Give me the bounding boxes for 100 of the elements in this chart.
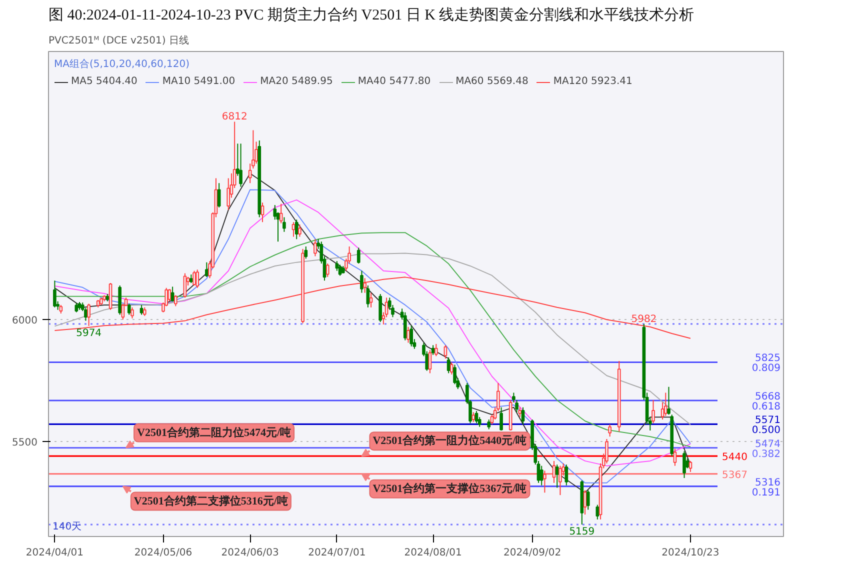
candlestick <box>378 294 382 323</box>
candlestick <box>450 362 454 375</box>
candlestick <box>294 219 298 240</box>
candlestick <box>664 392 668 416</box>
chart-subtitle: PVC2501ᴹ (DCE v2501) 日线 <box>48 34 189 46</box>
candlestick <box>183 272 187 298</box>
candlestick <box>260 202 264 223</box>
x-tick-label: 2024/06/03 <box>221 548 279 558</box>
legend-label: MA60 5569.48 <box>456 76 528 87</box>
ref-line-label: 5825 0.809 <box>752 353 781 374</box>
candlestick <box>410 325 414 347</box>
x-tick-label: 2024/10/23 <box>662 548 720 558</box>
candlestick <box>360 270 364 294</box>
candlestick <box>170 286 174 302</box>
x-tick-label: 2024/08/01 <box>404 548 462 558</box>
candlestick <box>403 312 407 341</box>
candlestick <box>217 182 221 208</box>
candlestick <box>87 303 90 326</box>
candlestick <box>552 460 556 484</box>
candlestick <box>472 412 476 422</box>
legend-label: MA10 5491.00 <box>162 76 236 87</box>
candlestick <box>226 178 230 210</box>
candlestick <box>428 350 432 374</box>
candlestick <box>406 326 410 344</box>
candlestick <box>608 424 612 438</box>
candlestick <box>583 490 587 516</box>
candlestick <box>682 450 686 479</box>
legend-title: MA组合(5,10,20,40,60,120) <box>54 58 191 71</box>
y-tick-label: 6000 <box>12 316 38 327</box>
candlestick <box>74 302 78 313</box>
candlestick <box>521 406 525 425</box>
annotation: V2501合约第一支撑位5367元/吨 <box>372 482 527 495</box>
candlestick <box>298 224 302 238</box>
candlestick <box>279 203 283 224</box>
candlestick <box>140 304 144 316</box>
legend-label: MA5 5404.40 <box>71 76 138 87</box>
candlestick <box>369 292 373 308</box>
line-series <box>54 232 691 448</box>
candlestick <box>192 270 196 286</box>
annotation: V2501合约第一阻力位5440元/吨 <box>372 434 527 448</box>
candlestick <box>196 269 200 288</box>
annotation: 5159 <box>569 526 595 538</box>
legend-label: MA20 5489.95 <box>260 76 333 87</box>
ref-line-label: 5668 0.618 <box>752 392 781 413</box>
candlestick <box>453 364 456 385</box>
candlestick <box>667 386 670 416</box>
ref-line-label: 5474 0.382 <box>752 438 781 460</box>
ref-line-label: 5440 <box>722 452 748 464</box>
candlestick <box>127 303 131 316</box>
chart-title: 图 40:2024-01-11-2024-10-23 PVC 期货主力合约 V2501 日 K 线走势图黄金分割线和水平线技术分析 <box>48 6 694 24</box>
candlestick <box>366 284 370 308</box>
candlestick <box>474 410 478 424</box>
candlestick <box>282 216 286 232</box>
ref-line-label: 5367 <box>722 470 748 481</box>
candlestick <box>512 392 516 403</box>
candlestick <box>596 504 600 520</box>
candlestick <box>515 400 518 413</box>
candlestick <box>543 470 546 494</box>
candlestick <box>174 294 178 307</box>
candlestick <box>500 406 503 431</box>
candlestick <box>652 400 655 424</box>
candlestick <box>673 448 677 466</box>
candlestick <box>540 465 544 486</box>
x-tick-label: 2024/05/06 <box>134 548 192 558</box>
x-tick-label: 2024/07/01 <box>308 548 366 558</box>
candlestick <box>564 464 568 486</box>
candlestick <box>558 465 562 496</box>
ref-line-label: 5571 0.500 <box>752 415 781 436</box>
candlestick <box>239 143 242 188</box>
candlestick <box>434 343 438 357</box>
candlestick <box>326 263 330 278</box>
annotation: 5982 <box>631 314 657 325</box>
candlestick <box>304 246 308 260</box>
y-tick-label: 5500 <box>12 437 38 448</box>
candlestick <box>248 163 252 184</box>
candlestick <box>130 306 134 319</box>
annotation: 6812 <box>222 112 248 123</box>
annotation: 5974 <box>76 328 102 339</box>
ref-line-label: 5316 0.191 <box>752 477 781 498</box>
x-tick-label: 2024/09/02 <box>503 548 562 558</box>
x-tick-label: 2024/04/01 <box>26 548 84 558</box>
candlestick <box>518 406 522 418</box>
candlestick <box>205 262 208 278</box>
annotation: 140天 <box>52 522 82 532</box>
annotation: V2501合约第二支撑位5316元/吨 <box>134 494 288 508</box>
candlestick <box>487 419 491 430</box>
candlestick <box>586 490 590 510</box>
line-series <box>54 252 691 426</box>
candlestick <box>338 264 342 276</box>
candlestick <box>688 460 692 472</box>
candlestick <box>356 247 360 264</box>
annotation: V2501合约第二阻力位5474元/吨 <box>137 426 292 439</box>
candlestick <box>292 222 296 238</box>
candlestick <box>444 344 448 360</box>
candlestick <box>555 464 559 488</box>
candlestick <box>314 238 317 257</box>
legend-label: MA120 5923.41 <box>553 76 632 87</box>
candlestick <box>446 356 450 374</box>
candlestick <box>53 280 56 308</box>
candlestick <box>168 288 172 302</box>
